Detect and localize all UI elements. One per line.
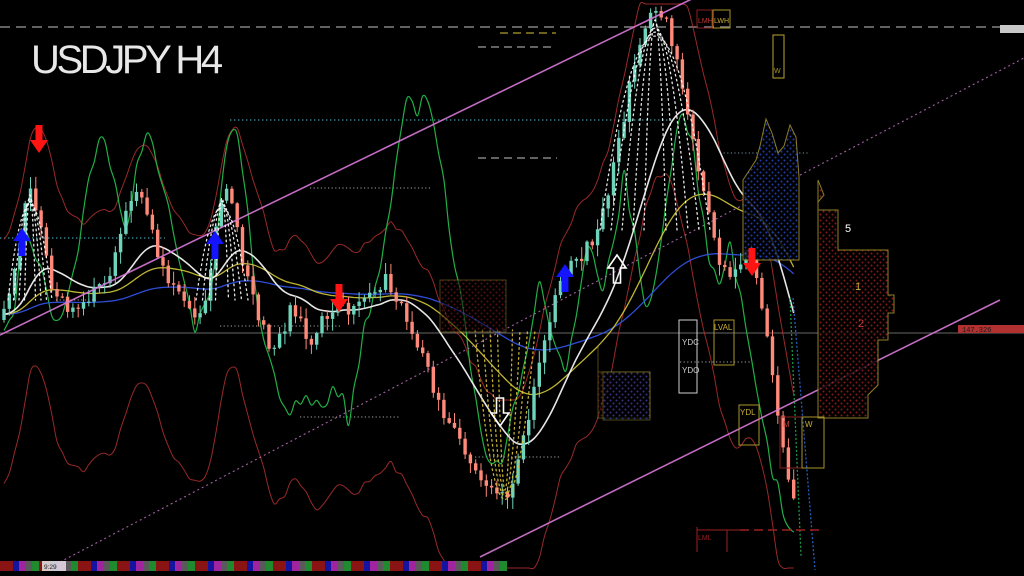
svg-text:2: 2 xyxy=(858,318,864,330)
svg-text:1: 1 xyxy=(855,281,861,293)
svg-text:W: W xyxy=(805,420,813,429)
svg-text:LML: LML xyxy=(698,535,712,542)
svg-text:5: 5 xyxy=(845,223,851,235)
svg-text:LMH: LMH xyxy=(698,18,713,25)
svg-text:YDL: YDL xyxy=(740,408,756,417)
svg-text:W: W xyxy=(774,68,781,75)
svg-text:YDO: YDO xyxy=(682,366,699,375)
svg-text:9:29: 9:29 xyxy=(44,564,57,571)
svg-text:LWH: LWH xyxy=(714,18,729,25)
svg-text:YDC: YDC xyxy=(682,338,699,347)
svg-text:LVAL: LVAL xyxy=(714,323,733,332)
svg-text:147.326: 147.326 xyxy=(962,327,991,335)
svg-text:M: M xyxy=(783,420,790,429)
